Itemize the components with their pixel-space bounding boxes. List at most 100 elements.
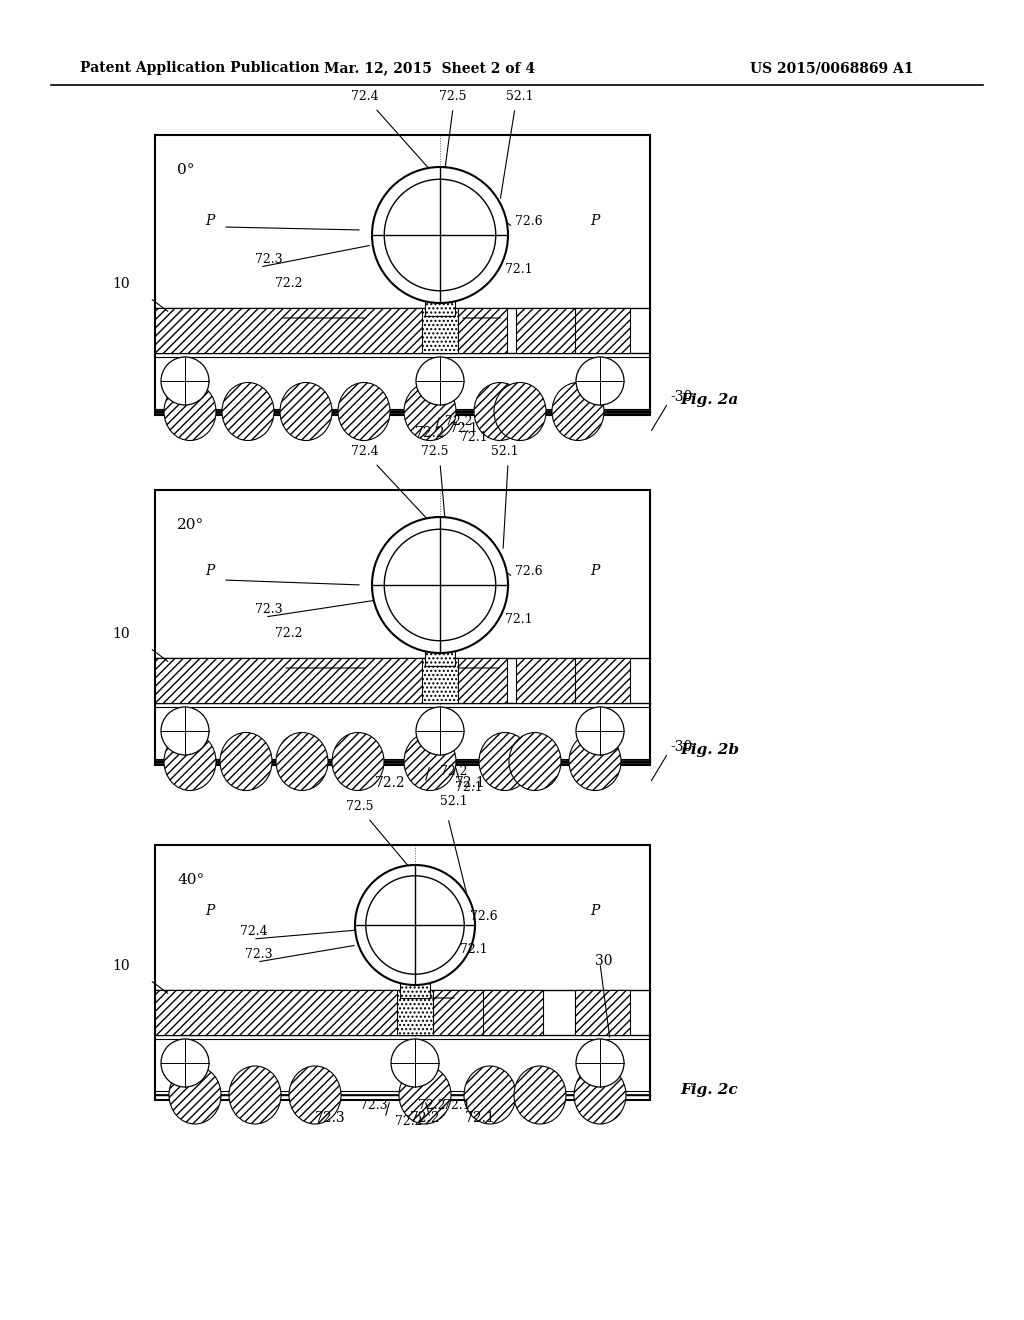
Text: P: P — [206, 564, 215, 578]
Text: 72.1: 72.1 — [465, 1111, 496, 1125]
Text: Mar. 12, 2015  Sheet 2 of 4: Mar. 12, 2015 Sheet 2 of 4 — [325, 61, 536, 75]
Circle shape — [575, 708, 624, 755]
Text: 10: 10 — [113, 627, 130, 642]
Ellipse shape — [169, 1067, 221, 1125]
Ellipse shape — [222, 383, 274, 441]
Circle shape — [384, 180, 496, 290]
Text: 72.2: 72.2 — [275, 627, 302, 640]
Text: 72.3: 72.3 — [314, 1111, 345, 1125]
Bar — [575, 990, 630, 1035]
Text: 72.6: 72.6 — [515, 215, 543, 228]
Bar — [155, 308, 507, 352]
Text: 72.1: 72.1 — [505, 612, 532, 626]
Bar — [400, 979, 430, 998]
Ellipse shape — [229, 1067, 281, 1125]
Bar — [483, 990, 543, 1035]
Circle shape — [575, 356, 624, 405]
Bar — [422, 657, 458, 704]
Text: 72.2: 72.2 — [275, 277, 302, 290]
Bar — [422, 308, 458, 352]
Text: 52.1: 52.1 — [440, 795, 468, 808]
Text: 72.2: 72.2 — [410, 1111, 440, 1125]
Text: P: P — [206, 904, 215, 917]
Text: US 2015/0068869 A1: US 2015/0068869 A1 — [750, 61, 913, 75]
Bar — [425, 648, 455, 667]
Text: -30: -30 — [670, 389, 692, 404]
Circle shape — [355, 865, 475, 985]
Ellipse shape — [464, 1067, 516, 1125]
Text: 72.3: 72.3 — [360, 1100, 388, 1111]
Text: 72.4: 72.4 — [351, 445, 379, 458]
Text: 72.4: 72.4 — [351, 90, 379, 103]
Ellipse shape — [332, 733, 384, 791]
Circle shape — [161, 708, 209, 755]
Circle shape — [161, 1039, 209, 1086]
Text: 72.3: 72.3 — [245, 948, 272, 961]
Bar — [155, 490, 650, 766]
Ellipse shape — [479, 733, 531, 791]
Ellipse shape — [509, 733, 561, 791]
Circle shape — [575, 1039, 624, 1086]
Text: 72.5: 72.5 — [346, 800, 374, 813]
Text: 72.2: 72.2 — [445, 414, 472, 428]
Text: 72.1: 72.1 — [443, 1100, 471, 1111]
Bar — [155, 845, 650, 1100]
Ellipse shape — [276, 733, 328, 791]
Ellipse shape — [338, 383, 390, 441]
Circle shape — [391, 1039, 439, 1086]
Circle shape — [161, 356, 209, 405]
Text: Fig. 2a: Fig. 2a — [680, 393, 738, 407]
Text: 72.6: 72.6 — [470, 909, 498, 923]
Text: Fig. 2c: Fig. 2c — [680, 1082, 737, 1097]
Text: 72.1: 72.1 — [455, 781, 482, 795]
Text: 72.6: 72.6 — [515, 565, 543, 578]
Text: 72.1: 72.1 — [455, 776, 485, 789]
Ellipse shape — [494, 383, 546, 441]
Text: 10: 10 — [113, 960, 130, 973]
Ellipse shape — [399, 1067, 451, 1125]
Bar — [516, 308, 575, 352]
Circle shape — [372, 168, 508, 304]
Text: 72.5: 72.5 — [439, 90, 467, 103]
Text: 0°: 0° — [177, 162, 195, 177]
Text: 72.4: 72.4 — [240, 925, 267, 939]
Text: 72.5: 72.5 — [421, 445, 449, 458]
Text: 72.2: 72.2 — [395, 1115, 423, 1129]
Bar — [575, 308, 630, 352]
Text: P: P — [206, 214, 215, 228]
Text: 72.2: 72.2 — [375, 776, 406, 789]
Bar — [155, 990, 490, 1035]
Text: 72.1: 72.1 — [450, 421, 477, 434]
Text: 72.3: 72.3 — [255, 603, 283, 616]
Ellipse shape — [514, 1067, 566, 1125]
Ellipse shape — [474, 383, 526, 441]
Ellipse shape — [280, 383, 332, 441]
Bar — [516, 657, 575, 704]
Ellipse shape — [164, 733, 216, 791]
Ellipse shape — [404, 733, 456, 791]
Text: 52.1: 52.1 — [492, 445, 519, 458]
Circle shape — [372, 517, 508, 653]
Text: 72.2: 72.2 — [440, 766, 468, 777]
Text: 20°: 20° — [177, 517, 204, 532]
Text: 40°: 40° — [177, 873, 204, 887]
Text: Fig. 2b: Fig. 2b — [680, 743, 739, 756]
Bar — [575, 657, 630, 704]
Bar — [155, 657, 507, 704]
Circle shape — [366, 875, 464, 974]
Text: 72.2: 72.2 — [418, 1100, 445, 1111]
Ellipse shape — [289, 1067, 341, 1125]
Text: P: P — [590, 564, 600, 578]
Ellipse shape — [164, 383, 216, 441]
Bar — [425, 298, 455, 315]
Text: 72.1: 72.1 — [505, 263, 532, 276]
Text: 72.1: 72.1 — [460, 432, 487, 444]
Bar — [155, 135, 650, 414]
Ellipse shape — [552, 383, 604, 441]
Circle shape — [416, 356, 464, 405]
Ellipse shape — [569, 733, 621, 791]
Text: -30: -30 — [670, 741, 692, 754]
Text: 72.2: 72.2 — [415, 426, 445, 440]
Bar — [397, 990, 433, 1035]
Text: 10: 10 — [113, 277, 130, 290]
